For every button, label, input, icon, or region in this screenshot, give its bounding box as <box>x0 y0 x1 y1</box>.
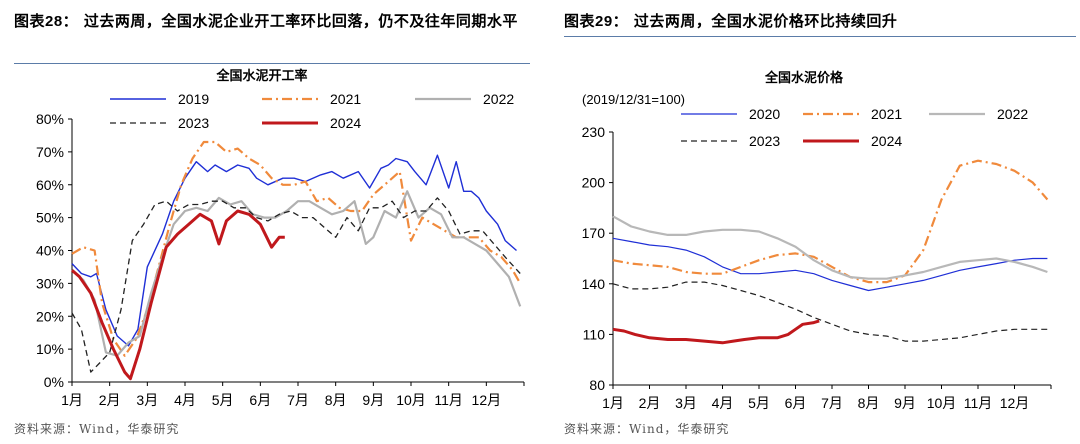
y-tick-label: 30% <box>36 275 64 291</box>
x-tick-label: 4月 <box>712 395 734 411</box>
x-tick-label: 12月 <box>1000 395 1030 411</box>
figure-29-label: 图表29： <box>564 13 629 30</box>
legend-label-2022: 2022 <box>997 106 1028 122</box>
x-tick-label: 8月 <box>325 392 347 408</box>
figure-29-caption: 过去两周，全国水泥价格环比持续回升 <box>633 12 898 30</box>
x-tick-label: 2月 <box>99 392 121 408</box>
series-line-2019 <box>71 154 517 347</box>
chart-title: 全国水泥价格 <box>764 70 844 85</box>
x-tick-label: 9月 <box>894 395 916 411</box>
y-tick-label: 80 <box>589 377 605 393</box>
y-tick-label: 110 <box>583 326 606 342</box>
utilization-rate-chart: 全国水泥开工率 2019 2021 2022 2023 2024 0% 10% 20% 30% 40… <box>36 68 525 408</box>
x-tick-label: 5月 <box>212 392 234 408</box>
x-tick-label: 1月 <box>61 392 83 408</box>
chart-subtitle: (2019/12/31=100) <box>582 92 685 107</box>
x-tick-label: 10月 <box>396 392 426 408</box>
y-tick-label: 70% <box>36 144 64 160</box>
y-tick-label: 230 <box>582 124 606 140</box>
figure-28-caption: 过去两周，全国水泥企业开工率环比回落，仍不及往年同期水平 <box>83 12 518 30</box>
x-tick-label: 3月 <box>675 395 697 411</box>
x-tick-label: 7月 <box>821 395 843 411</box>
series-line-2022 <box>612 215 1048 280</box>
left-figure-panel: 图表28： 过去两周，全国水泥企业开工率环比回落，仍不及往年同期水平 全国水泥开… <box>0 0 530 444</box>
x-tick-label: 6月 <box>785 395 807 411</box>
chart-title: 全国水泥开工率 <box>215 68 307 83</box>
y-tick-label: 60% <box>36 177 64 193</box>
y-tick-label: 80% <box>36 111 64 127</box>
x-tick-label: 10月 <box>927 395 957 411</box>
legend-label-2023: 2023 <box>178 115 209 131</box>
x-tick-label: 3月 <box>136 392 158 408</box>
title-underline <box>14 63 530 64</box>
source-note-left: 资料来源：Wind，华泰研究 <box>14 422 180 436</box>
y-tick-label: 50% <box>36 210 64 226</box>
source-note-right: 资料来源：Wind，华泰研究 <box>564 422 730 436</box>
legend-label-2019: 2019 <box>178 91 209 107</box>
legend-label-2024: 2024 <box>330 115 361 131</box>
y-tick-label: 20% <box>36 308 64 324</box>
series-line-2020 <box>612 237 1048 292</box>
y-tick-label: 40% <box>36 243 64 259</box>
series-line-2023 <box>612 281 1048 342</box>
y-tick-label: 200 <box>582 175 606 191</box>
x-tick-label: 9月 <box>362 392 384 408</box>
legend-label-2021: 2021 <box>871 106 902 122</box>
x-tick-label: 11月 <box>434 392 463 408</box>
series-line-2024 <box>71 209 285 381</box>
series-line-2022 <box>71 190 522 357</box>
x-tick-label: 7月 <box>287 392 309 408</box>
figure-29-title: 图表29： 过去两周，全国水泥价格环比持续回升 <box>564 8 1074 35</box>
series-line-2021 <box>612 159 1049 284</box>
legend-label-2022: 2022 <box>483 91 514 107</box>
figure-28-title: 图表28： 过去两周，全国水泥企业开工率环比回落，仍不及往年同期水平 <box>14 8 524 35</box>
legend-label-2021: 2021 <box>330 91 361 107</box>
right-figure-panel: 图表29： 过去两周，全国水泥价格环比持续回升 全国水泥价格 (2019/12/3… <box>556 0 1080 444</box>
title-underline <box>564 36 1076 37</box>
x-tick-label: 2月 <box>639 395 661 411</box>
legend-label-2023: 2023 <box>749 133 780 149</box>
cement-price-chart: 全国水泥价格 (2019/12/31=100) 2020 2021 2022 2023 20… <box>582 70 1052 411</box>
y-tick-label: 140 <box>582 276 606 292</box>
x-tick-label: 6月 <box>249 392 271 408</box>
legend-label-2020: 2020 <box>749 106 780 122</box>
y-tick-label: 10% <box>36 341 64 357</box>
x-tick-label: 12月 <box>472 392 502 408</box>
x-tick-label: 1月 <box>602 395 624 411</box>
x-tick-label: 8月 <box>858 395 880 411</box>
figure-28-label: 图表28： <box>14 13 79 30</box>
legend-label-2024: 2024 <box>871 133 902 149</box>
series-line-2024 <box>612 319 820 345</box>
y-tick-label: 0% <box>44 374 64 390</box>
x-tick-label: 5月 <box>748 395 770 411</box>
x-tick-label: 4月 <box>174 392 196 408</box>
x-tick-label: 11月 <box>964 395 993 411</box>
y-tick-label: 170 <box>582 225 606 241</box>
